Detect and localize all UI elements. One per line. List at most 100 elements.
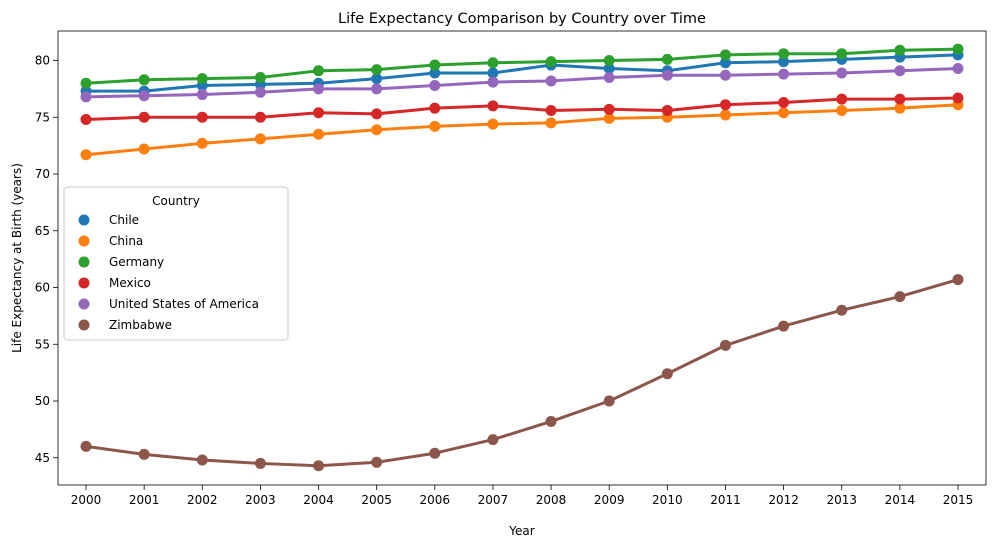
x-axis: 2000 2001 2002 2003 2004 2005 2006 2007 2008 2009… <box>71 485 974 507</box>
data-point-germany <box>138 74 150 86</box>
data-point-germany <box>894 44 906 56</box>
legend-marker <box>78 298 90 310</box>
data-point-united-states-of-america <box>254 86 266 98</box>
data-point-china <box>429 120 441 132</box>
y-tick-label: 70 <box>35 167 50 181</box>
y-axis-label: Life Expectancy at Birth (years) <box>10 163 24 353</box>
data-point-united-states-of-america <box>196 89 208 101</box>
x-tick-label: 2003 <box>245 493 276 507</box>
data-point-china <box>778 107 790 119</box>
data-point-china <box>894 102 906 114</box>
data-point-germany <box>313 65 325 77</box>
x-axis-label: Year <box>508 524 534 538</box>
legend-label: United States of America <box>109 297 259 311</box>
legend-item-united-states-of-america: United States of America <box>78 297 259 311</box>
x-tick-label: 2002 <box>187 493 218 507</box>
data-point-mexico <box>487 100 499 112</box>
legend: Country Chile China Germany Mexico United St… <box>63 186 289 341</box>
data-point-zimbabwe <box>719 339 731 351</box>
x-tick-label: 2010 <box>652 493 683 507</box>
series-mexico <box>80 92 964 126</box>
data-point-mexico <box>894 93 906 105</box>
x-tick-label: 2005 <box>361 493 392 507</box>
data-point-zimbabwe <box>836 304 848 316</box>
data-point-zimbabwe <box>603 395 615 407</box>
legend-box <box>63 186 289 341</box>
series-line-germany <box>84 47 960 85</box>
series-line-mexico <box>84 96 960 122</box>
series-china <box>80 99 964 161</box>
data-point-united-states-of-america <box>487 76 499 88</box>
legend-item-germany: Germany <box>78 255 164 269</box>
legend-marker <box>78 235 90 247</box>
legend-title: Country <box>152 194 200 208</box>
data-point-china <box>719 109 731 121</box>
data-point-mexico <box>254 111 266 123</box>
data-point-united-states-of-america <box>894 65 906 77</box>
data-point-chile <box>371 73 383 85</box>
legend-item-mexico: Mexico <box>78 276 151 290</box>
data-point-china <box>138 143 150 155</box>
data-point-zimbabwe <box>952 274 964 286</box>
data-point-zimbabwe <box>196 454 208 466</box>
data-point-chile <box>603 62 615 74</box>
series-layer <box>80 43 964 472</box>
data-point-germany <box>545 56 557 68</box>
x-tick-label: 2011 <box>710 493 741 507</box>
data-point-mexico <box>661 104 673 116</box>
data-point-china <box>603 112 615 124</box>
data-point-chile <box>487 67 499 79</box>
data-point-germany <box>836 48 848 60</box>
data-point-united-states-of-america <box>313 83 325 95</box>
data-point-china <box>545 117 557 129</box>
y-tick-label: 55 <box>35 337 50 351</box>
data-point-germany <box>719 49 731 61</box>
data-point-zimbabwe <box>371 456 383 468</box>
y-tick-label: 45 <box>35 451 50 465</box>
data-point-china <box>836 104 848 116</box>
legend-item-zimbabwe: Zimbabwe <box>78 318 172 332</box>
data-point-mexico <box>545 104 557 116</box>
data-point-mexico <box>429 102 441 114</box>
data-point-united-states-of-america <box>371 83 383 95</box>
data-point-germany <box>778 48 790 60</box>
data-point-mexico <box>138 111 150 123</box>
data-point-united-states-of-america <box>80 91 92 103</box>
y-tick-label: 80 <box>35 54 50 68</box>
legend-item-china: China <box>78 234 143 248</box>
x-tick-label: 2012 <box>768 493 799 507</box>
x-tick-label: 2001 <box>129 493 160 507</box>
data-point-united-states-of-america <box>719 69 731 81</box>
data-point-zimbabwe <box>545 415 557 427</box>
data-point-zimbabwe <box>661 368 673 380</box>
x-tick-label: 2015 <box>943 493 974 507</box>
x-tick-label: 2004 <box>303 493 334 507</box>
data-point-germany <box>952 43 964 55</box>
series-line-zimbabwe <box>84 278 960 468</box>
data-point-china <box>254 133 266 145</box>
legend-label: Zimbabwe <box>109 318 172 332</box>
legend-items: Chile China Germany Mexico United States of … <box>78 213 259 332</box>
plot-area-frame <box>57 30 987 486</box>
legend-label: Mexico <box>109 276 151 290</box>
data-point-mexico <box>80 114 92 126</box>
y-tick-label: 60 <box>35 281 50 295</box>
data-point-zimbabwe <box>254 457 266 469</box>
data-point-zimbabwe <box>313 460 325 472</box>
x-tick-label: 2009 <box>594 493 625 507</box>
x-tick-label: 2013 <box>826 493 857 507</box>
data-point-mexico <box>778 97 790 109</box>
data-point-zimbabwe <box>80 440 92 452</box>
legend-marker <box>78 277 90 289</box>
data-point-germany <box>487 57 499 69</box>
data-point-zimbabwe <box>487 434 499 446</box>
legend-item-chile: Chile <box>78 213 139 227</box>
legend-label: Germany <box>109 255 164 269</box>
data-point-mexico <box>603 103 615 115</box>
legend-marker <box>78 319 90 331</box>
chart-title: Life Expectancy Comparison by Country ov… <box>338 11 706 27</box>
data-point-zimbabwe <box>778 320 790 332</box>
data-point-china <box>487 118 499 130</box>
y-tick-label: 50 <box>35 394 50 408</box>
